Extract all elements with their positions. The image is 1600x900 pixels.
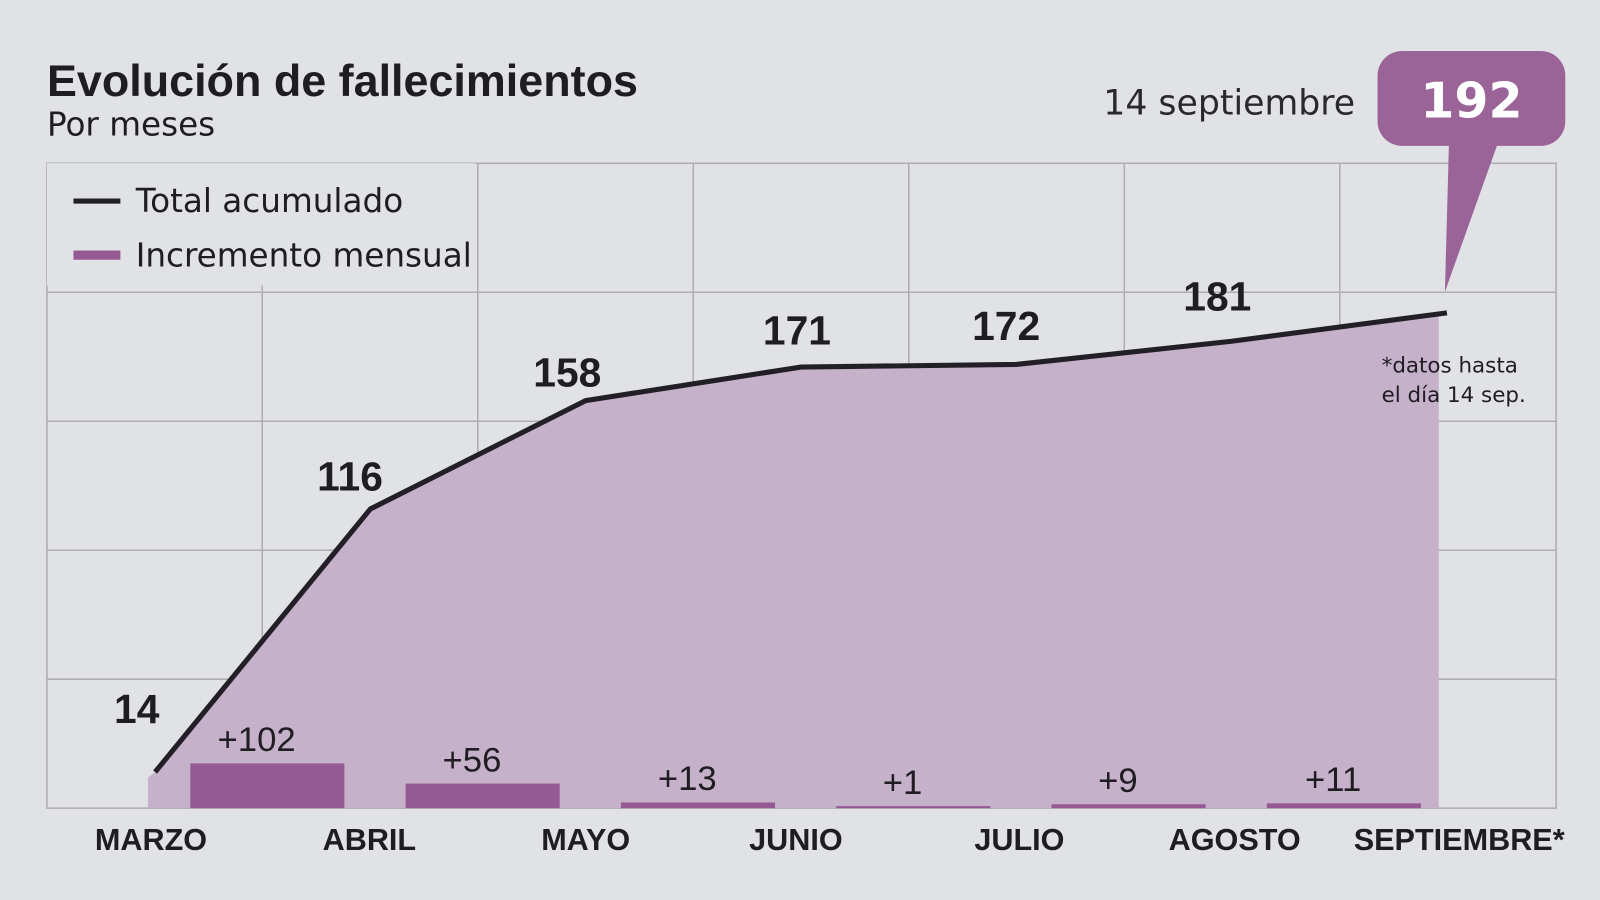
total-value-label: 14	[114, 686, 160, 732]
total-area	[147, 312, 1447, 809]
callout-box	[1377, 51, 1566, 146]
x-tick-label: JUNIO	[749, 823, 843, 857]
increment-bar	[405, 783, 560, 809]
x-tick-label: SEPTIEMBRE*	[1354, 823, 1565, 857]
x-tick-label: MARZO	[95, 823, 207, 857]
legend-increment: Incremento mensual	[136, 236, 472, 274]
increment-bar	[1266, 803, 1421, 809]
increment-bars	[190, 763, 1421, 809]
x-tick-label: JULIO	[974, 823, 1064, 857]
chart-subtitle: Por meses	[47, 106, 215, 144]
x-tick-label: ABRIL	[323, 823, 417, 857]
note-line-2: el día 14 sep.	[1382, 383, 1526, 408]
increment-label: +9	[1098, 762, 1138, 800]
total-value-label: 181	[1183, 274, 1251, 320]
increment-bar	[620, 802, 775, 809]
callout-date: 14 septiembre	[1103, 83, 1355, 123]
increment-bar	[836, 806, 991, 809]
legend-bg	[46, 163, 476, 286]
x-axis-labels: MARZO ABRIL MAYO JUNIO JULIO AGOSTO SEPTIEMBRE…	[95, 823, 1565, 857]
x-tick-label: AGOSTO	[1169, 823, 1301, 857]
callout-value: 192	[1420, 72, 1522, 129]
total-value-label: 116	[317, 454, 383, 500]
total-line	[153, 310, 1448, 774]
legend-total: Total acumulado	[135, 182, 403, 220]
increment-bar	[1051, 804, 1206, 809]
increment-label: +1	[883, 764, 923, 802]
note-line-1: *datos hasta	[1382, 353, 1518, 378]
value-labels: +102 +56 +13 +1 +9 +11 14 116 158 171 172 181	[114, 274, 1361, 802]
increment-label: +102	[218, 721, 296, 759]
increment-bar	[190, 763, 345, 809]
increment-label: +56	[443, 741, 502, 779]
chart-title: Evolución de fallecimientos	[47, 55, 638, 106]
total-value-label: 172	[972, 303, 1040, 349]
callout-pointer	[1444, 142, 1498, 292]
increment-label: +13	[658, 760, 717, 798]
total-value-label: 171	[763, 308, 831, 354]
increment-label: +11	[1305, 761, 1361, 799]
total-value-label: 158	[533, 349, 601, 395]
x-tick-label: MAYO	[541, 823, 630, 857]
